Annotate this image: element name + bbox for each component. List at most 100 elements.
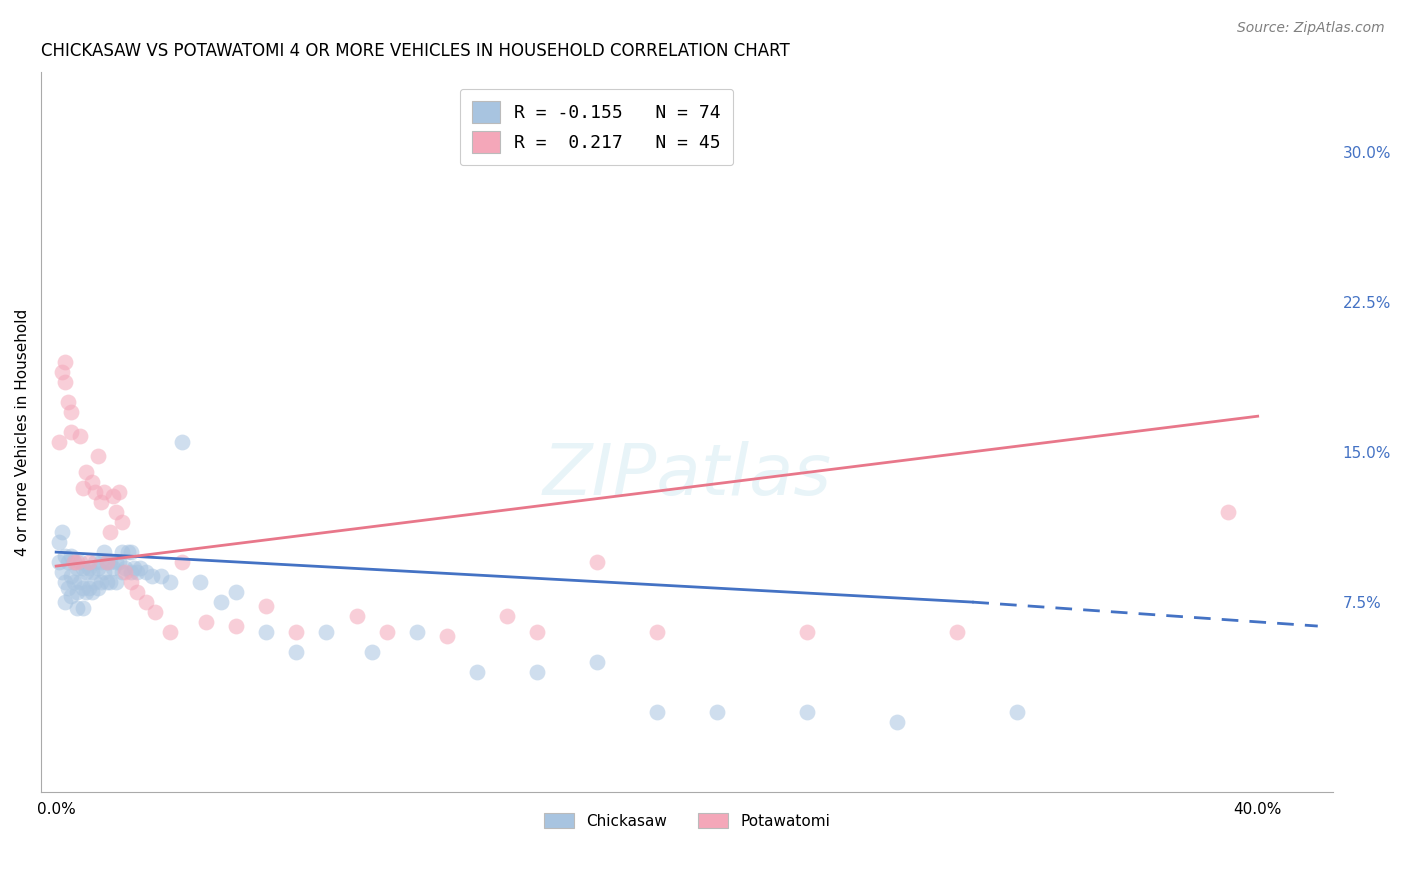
Point [66, 585, 89, 599]
Point [48, 555, 70, 569]
Point [886, 714, 908, 729]
Point [51, 525, 73, 540]
Point [53, 355, 76, 369]
Point [117, 545, 139, 559]
Point [75, 465, 97, 479]
Point [465, 665, 488, 679]
Point [114, 561, 136, 575]
Point [98, 525, 121, 540]
Point [108, 485, 131, 500]
Point [93, 565, 115, 579]
Point [66, 555, 89, 569]
Point [141, 569, 163, 583]
Point [98, 555, 121, 569]
Y-axis label: 4 or more Vehicles in Household: 4 or more Vehicles in Household [15, 309, 30, 556]
Point [135, 565, 157, 579]
Point [360, 645, 382, 659]
Text: Source: ZipAtlas.com: Source: ZipAtlas.com [1237, 21, 1385, 35]
Point [63, 575, 86, 590]
Point [66, 601, 89, 615]
Point [51, 565, 73, 579]
Point [129, 561, 152, 575]
Text: CHICKASAW VS POTAWATOMI 4 OR MORE VEHICLES IN HOUSEHOLD CORRELATION CHART: CHICKASAW VS POTAWATOMI 4 OR MORE VEHICL… [41, 42, 790, 60]
Point [53, 376, 76, 390]
Point [87, 581, 110, 595]
Point [72, 581, 94, 595]
Point [225, 585, 247, 599]
Point [60, 549, 83, 563]
Point [585, 655, 607, 669]
Point [82, 585, 104, 599]
Point [796, 625, 818, 640]
Point [1007, 705, 1029, 719]
Point [75, 565, 97, 579]
Point [53, 575, 76, 590]
Point [60, 569, 83, 583]
Point [645, 625, 668, 640]
Point [82, 475, 104, 490]
Point [225, 619, 247, 633]
Point [87, 449, 110, 463]
Point [172, 435, 194, 450]
Point [120, 575, 142, 590]
Point [127, 585, 149, 599]
Point [405, 625, 427, 640]
Point [77, 555, 100, 569]
Point [108, 555, 131, 569]
Point [77, 561, 100, 575]
Point [98, 575, 121, 590]
Point [63, 555, 86, 569]
Point [120, 565, 142, 579]
Legend: Chickasaw, Potawatomi: Chickasaw, Potawatomi [537, 806, 837, 835]
Point [254, 625, 277, 640]
Point [315, 625, 337, 640]
Point [159, 625, 181, 640]
Point [90, 495, 112, 509]
Point [93, 485, 115, 500]
Point [111, 545, 134, 559]
Point [946, 625, 969, 640]
Point [195, 615, 218, 629]
Point [63, 555, 86, 569]
Point [209, 595, 232, 609]
Point [526, 665, 548, 679]
Point [114, 565, 136, 579]
Point [346, 609, 368, 624]
Point [254, 599, 277, 613]
Point [143, 605, 166, 619]
Point [93, 545, 115, 559]
Point [103, 489, 125, 503]
Point [69, 575, 91, 590]
Point [72, 481, 94, 495]
Point [90, 575, 112, 590]
Point [111, 565, 134, 579]
Point [51, 365, 73, 379]
Point [82, 565, 104, 579]
Point [56, 581, 79, 595]
Point [53, 595, 76, 609]
Point [48, 435, 70, 450]
Point [84, 485, 107, 500]
Point [526, 625, 548, 640]
Point [69, 429, 91, 443]
Point [375, 625, 398, 640]
Point [69, 555, 91, 569]
Point [105, 505, 128, 519]
Point [1216, 505, 1239, 519]
Point [72, 561, 94, 575]
Point [48, 535, 70, 549]
Point [585, 555, 607, 569]
Point [84, 555, 107, 569]
Point [66, 561, 89, 575]
Point [285, 645, 308, 659]
Point [96, 575, 118, 590]
Point [90, 555, 112, 569]
Point [495, 609, 517, 624]
Point [150, 569, 173, 583]
Point [105, 575, 128, 590]
Point [56, 555, 79, 569]
Point [111, 515, 134, 529]
Point [60, 589, 83, 603]
Point [135, 595, 157, 609]
Point [172, 555, 194, 569]
